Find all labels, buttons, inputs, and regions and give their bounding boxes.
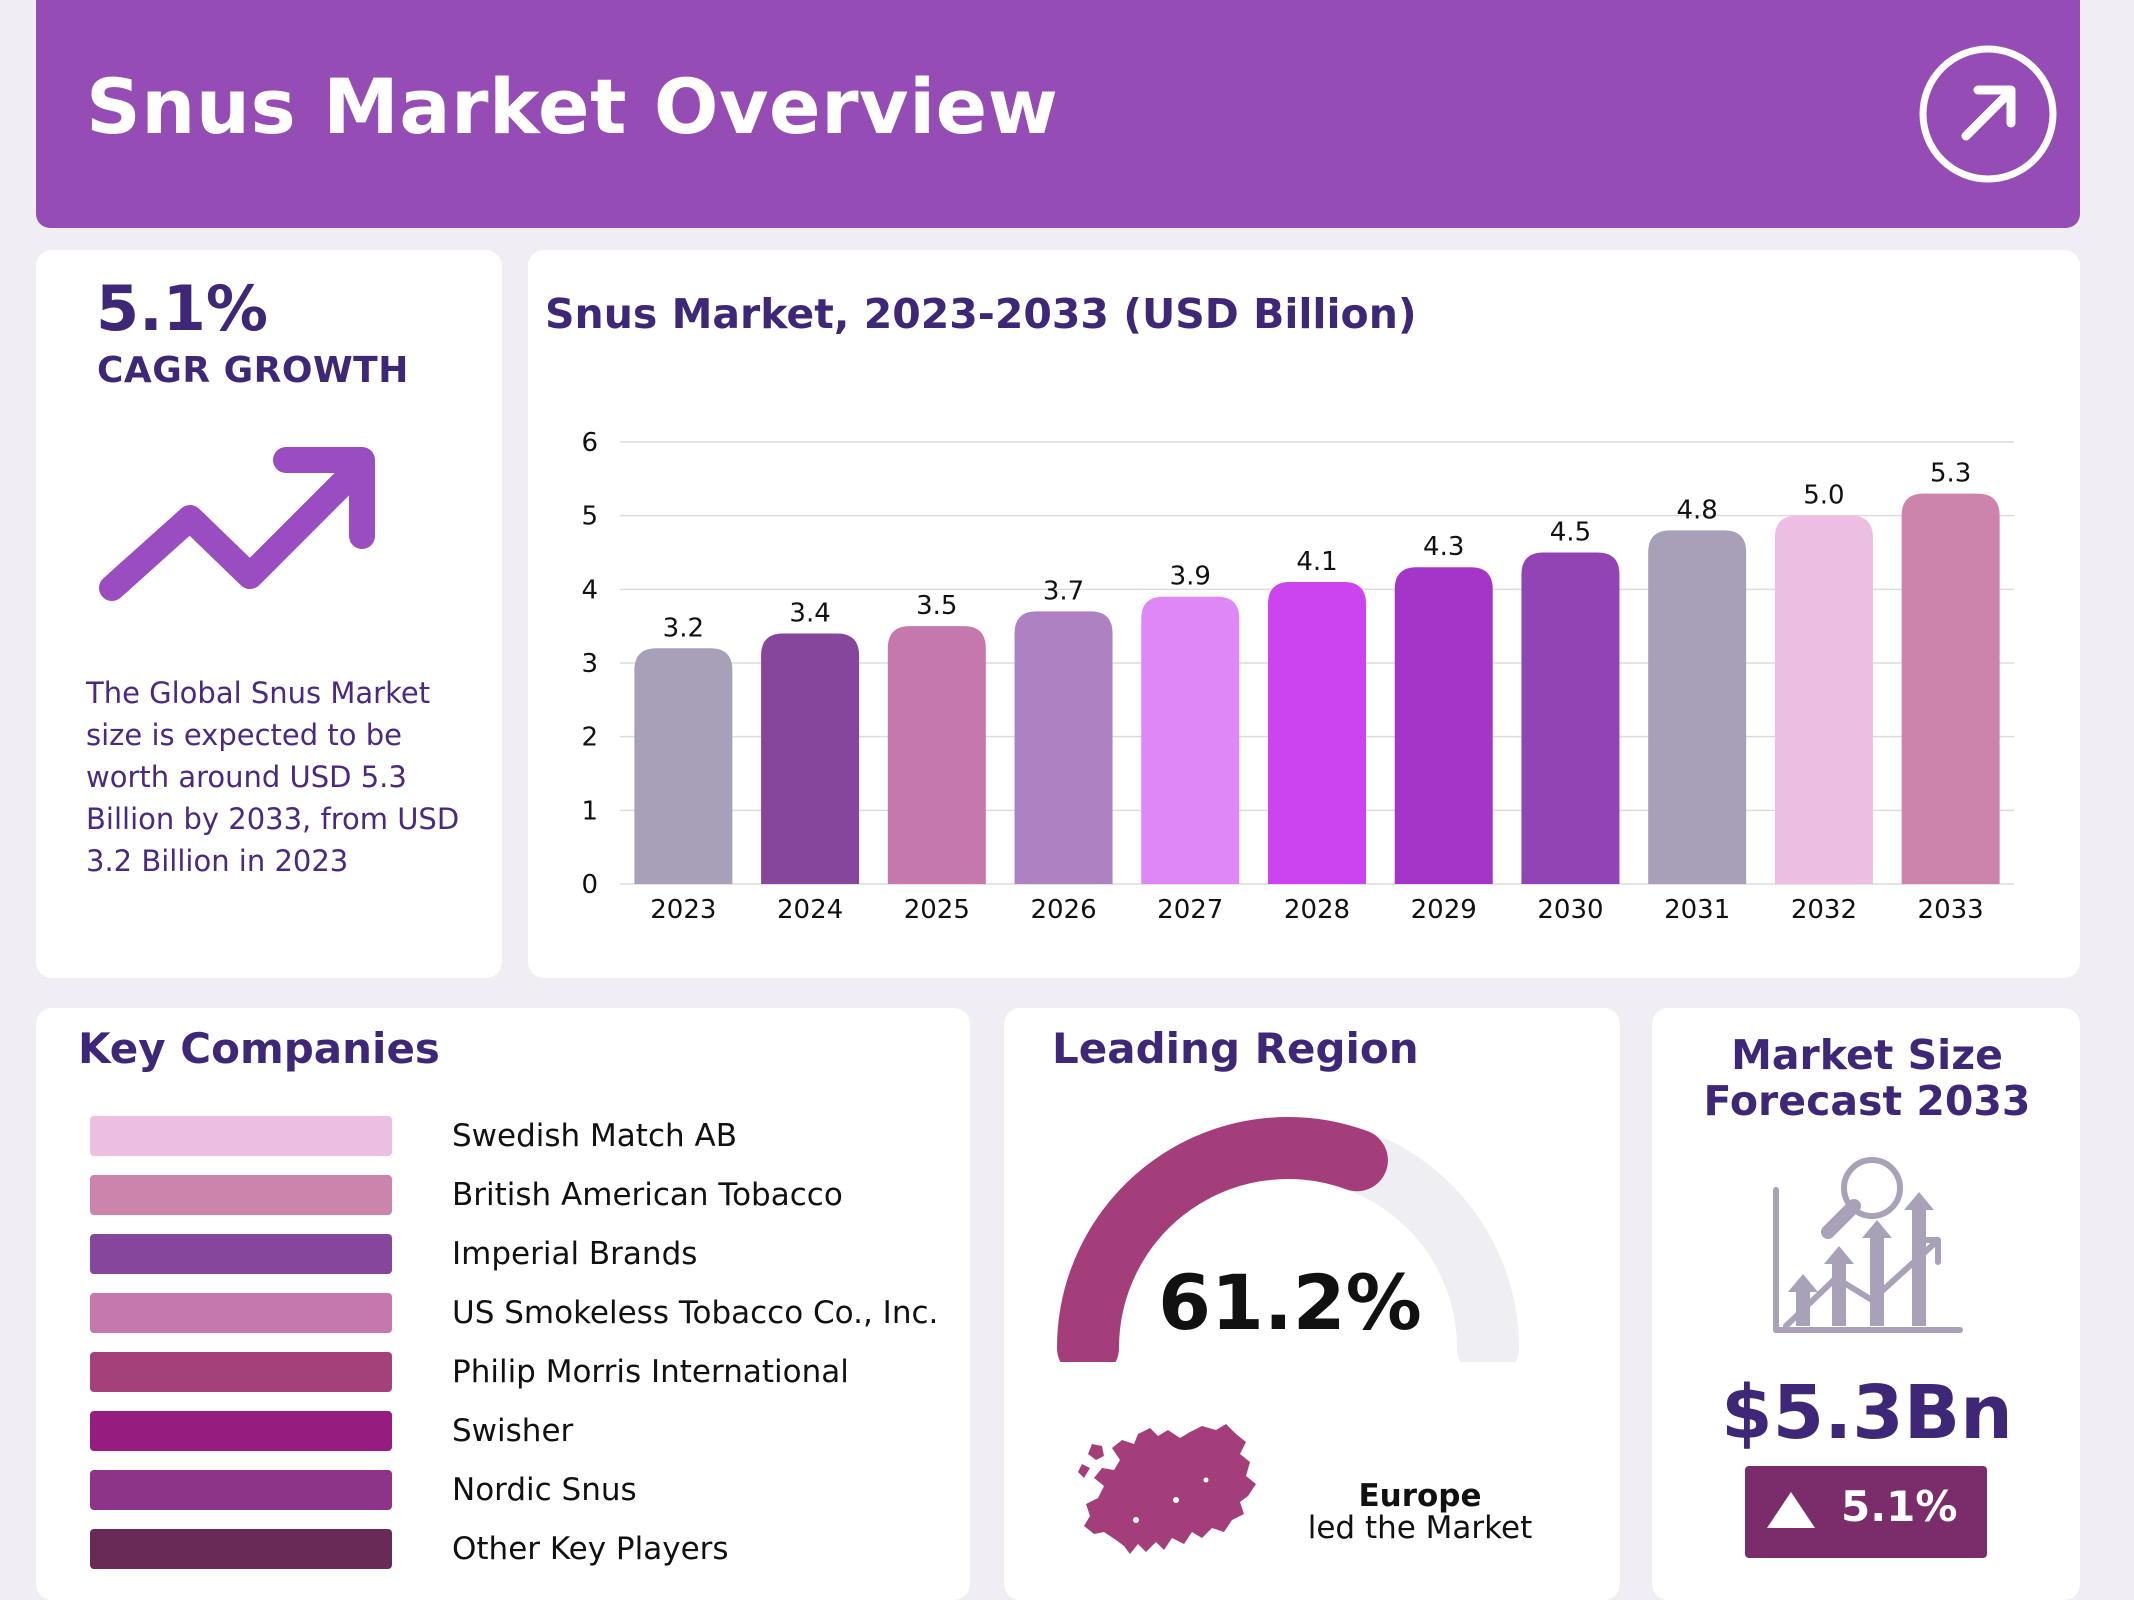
y-tick-label: 5 (581, 502, 598, 532)
growth-badge: 5.1% (1745, 1466, 1987, 1558)
region-caption: led the Market (1307, 1510, 1533, 1546)
bar (1394, 567, 1493, 884)
gauge-fill (1057, 1117, 1388, 1362)
x-tick-label: 2024 (777, 895, 843, 925)
bar-value-label: 3.9 (1170, 562, 1211, 592)
region-share-value: 61.2% (1158, 1258, 1422, 1347)
company-color-swatch (90, 1293, 392, 1333)
company-name: Imperial Brands (452, 1236, 698, 1272)
cagr-description: The Global Snus Market size is expected … (86, 676, 460, 878)
bar-value-label: 3.5 (916, 591, 957, 621)
region-name: Europe (1358, 1478, 1482, 1514)
key-companies-title: Key Companies (78, 1024, 440, 1073)
page-title: Snus Market Overview (86, 62, 1059, 151)
market-size-title-line1: Market Size (1731, 1031, 2003, 1079)
bar (761, 633, 860, 884)
bar (1901, 493, 2000, 884)
company-color-swatch (90, 1529, 392, 1569)
header-banner: Snus Market Overview (36, 0, 2080, 228)
bar (1521, 552, 1620, 884)
growth-badge-value: 5.1% (1841, 1482, 1958, 1531)
bar (1268, 581, 1366, 884)
market-size-title: Market Size Forecast 2033 (1654, 1032, 2080, 1124)
arrow-up-right-circle-icon[interactable] (1918, 44, 2058, 184)
y-tick-label: 6 (581, 428, 598, 458)
company-color-swatch (90, 1470, 392, 1510)
company-name: British American Tobacco (452, 1177, 843, 1213)
y-tick-label: 1 (581, 796, 598, 826)
market-size-title-line2: Forecast 2033 (1703, 1077, 2031, 1125)
x-tick-label: 2028 (1284, 895, 1350, 925)
company-color-swatch (90, 1234, 392, 1274)
company-name: Other Key Players (452, 1531, 729, 1567)
chart-title: Snus Market, 2023-2033 (USD Billion) (545, 290, 1417, 338)
company-color-swatch (90, 1116, 392, 1156)
company-name: Swisher (452, 1413, 574, 1449)
x-tick-label: 2031 (1664, 895, 1730, 925)
bar-value-label: 4.5 (1550, 518, 1591, 548)
bar-chart: 0 1 2 3 4 5 6 3.2 2023 3.4 2024 3.5 2025 3.7 2026 3.9 20… (581, 428, 2014, 925)
bar (1014, 611, 1113, 884)
cagr-value: 5.1% (96, 272, 268, 345)
bar (1774, 515, 1873, 884)
bar-value-label: 3.2 (663, 613, 704, 643)
bar-value-label: 3.7 (1043, 576, 1084, 606)
europe-map-icon (1078, 1424, 1256, 1554)
x-tick-label: 2027 (1157, 895, 1223, 925)
bar-value-label: 4.1 (1296, 547, 1337, 577)
x-tick-label: 2026 (1030, 895, 1096, 925)
company-color-swatch (90, 1352, 392, 1392)
y-tick-label: 3 (581, 649, 598, 679)
y-tick-label: 4 (581, 575, 598, 605)
x-tick-label: 2032 (1791, 895, 1857, 925)
x-tick-label: 2030 (1537, 895, 1603, 925)
bar-value-label: 3.4 (789, 599, 830, 629)
market-size-value: $5.3Bn (1721, 1370, 2013, 1456)
y-tick-label: 0 (581, 870, 598, 900)
bar-value-label: 4.3 (1423, 532, 1464, 562)
growth-chart-magnifier-icon (1773, 1157, 1963, 1333)
x-tick-label: 2033 (1918, 895, 1984, 925)
x-tick-label: 2023 (650, 895, 716, 925)
company-name: Nordic Snus (452, 1472, 637, 1508)
company-name: US Smokeless Tobacco Co., Inc. (452, 1295, 939, 1331)
company-name: Philip Morris International (452, 1354, 849, 1390)
bar-value-label: 5.3 (1930, 459, 1971, 489)
company-color-swatch (90, 1411, 392, 1451)
bar (1141, 596, 1240, 884)
cagr-label: CAGR GROWTH (97, 350, 409, 391)
company-name: Swedish Match AB (452, 1118, 737, 1154)
cagr-card (36, 250, 502, 978)
company-color-swatch (90, 1175, 392, 1215)
bar-value-label: 4.8 (1677, 495, 1718, 525)
bar-value-label: 5.0 (1803, 481, 1844, 511)
bar (634, 648, 733, 884)
trend-up-arrow-icon (99, 447, 375, 601)
y-tick-label: 2 (581, 723, 598, 753)
region-share-gauge (1057, 1117, 1519, 1362)
leading-region-title: Leading Region (1052, 1024, 1419, 1073)
x-tick-label: 2025 (904, 895, 970, 925)
x-tick-label: 2029 (1411, 895, 1477, 925)
bar (1648, 530, 1747, 884)
triangle-up-icon (1767, 1492, 1815, 1528)
bar (887, 626, 986, 884)
